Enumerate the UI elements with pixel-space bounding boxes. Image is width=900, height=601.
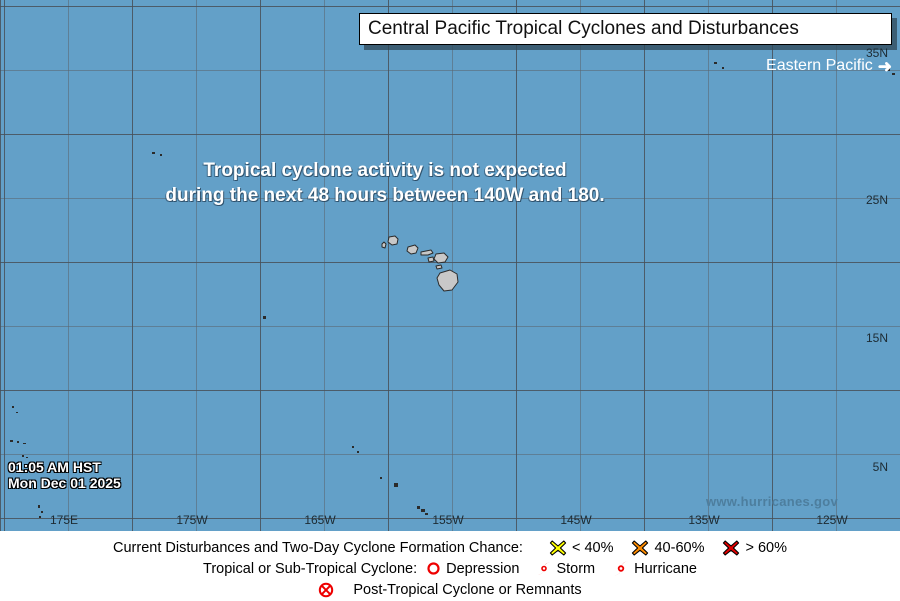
legend-row-formation-chance: Current Disturbances and Two-Day Cyclone… <box>0 537 900 558</box>
arrow-right-icon: ➜ <box>877 56 892 76</box>
timestamp-time: 01:05 AM HST <box>8 459 101 475</box>
legend-item-chance-1: 40-60% <box>631 539 704 557</box>
legend-item-chance-2: > 60% <box>722 539 787 557</box>
timestamp: 01:05 AM HST Mon Dec 01 2025 <box>8 459 121 491</box>
watermark: www.hurricanes.gov <box>705 494 838 509</box>
legend-cyclone-label-0: Depression <box>446 560 520 577</box>
longitude-label-5: 135W <box>688 513 720 527</box>
latitude-label-2: 15N <box>865 331 888 345</box>
legend-chance-label-0: < 40% <box>571 539 614 556</box>
longitude-label-1: 175W <box>176 513 208 527</box>
depression-circle-icon <box>426 561 441 576</box>
latitude-label-0: 35N <box>865 46 888 60</box>
legend-chance-label-1: 40-60% <box>654 539 705 556</box>
legend-formation-chance-label: Current Disturbances and Two-Day Cyclone… <box>113 539 523 556</box>
timestamp-date: Mon Dec 01 2025 <box>8 475 121 491</box>
legend-row-cyclone-types: Tropical or Sub-Tropical Cyclone: Depres… <box>0 558 900 579</box>
legend-row-post-tropical: Post-Tropical Cyclone or Remnants <box>0 579 900 600</box>
legend-panel: Current Disturbances and Two-Day Cyclone… <box>0 531 900 601</box>
storm-spiral-icon <box>537 560 551 577</box>
legend-cyclone-label: Tropical or Sub-Tropical Cyclone: <box>203 560 418 577</box>
post-tropical-icon <box>318 582 334 598</box>
map-message-line-1: Tropical cyclone activity is not expecte… <box>203 160 567 181</box>
eastern-pacific-link[interactable]: Eastern Pacific ➜ <box>766 57 892 75</box>
legend-cyclone-label-2: Hurricane <box>634 560 697 577</box>
longitude-label-6: 125W <box>816 513 848 527</box>
latitude-label-1: 25N <box>865 193 888 207</box>
eastern-pacific-label: Eastern Pacific <box>766 57 873 74</box>
legend-item-cyclone-0: Depression <box>426 561 519 577</box>
hurricane-spiral-icon <box>613 560 629 577</box>
legend-item-post-tropical: Post-Tropical Cyclone or Remnants <box>318 581 582 598</box>
longitude-label-0: 175E <box>49 513 79 527</box>
legend-post-tropical-label: Post-Tropical Cyclone or Remnants <box>353 581 582 598</box>
x-mark-icon <box>549 539 567 557</box>
legend-cyclone-label-1: Storm <box>556 560 596 577</box>
page-title: Central Pacific Tropical Cyclones and Di… <box>368 18 799 39</box>
hawaiian-islands <box>381 235 459 292</box>
longitude-label-2: 165W <box>304 513 336 527</box>
longitude-label-4: 145W <box>560 513 592 527</box>
longitude-label-3: 155W <box>432 513 464 527</box>
map-message-line-2: during the next 48 hours between 140W an… <box>165 185 605 206</box>
title-box: Central Pacific Tropical Cyclones and Di… <box>359 13 892 45</box>
x-mark-icon <box>631 539 649 557</box>
legend-chance-label-2: > 60% <box>745 539 787 556</box>
minor-islands <box>10 62 895 518</box>
legend-item-cyclone-1: Storm <box>537 560 595 577</box>
map-status-message: Tropical cyclone activity is not expecte… <box>0 158 770 208</box>
legend-item-cyclone-2: Hurricane <box>613 560 697 577</box>
legend-item-chance-0: < 40% <box>549 539 614 557</box>
latitude-label-3: 5N <box>872 460 888 474</box>
map-panel[interactable]: Central Pacific Tropical Cyclones and Di… <box>0 0 900 531</box>
x-mark-icon <box>722 539 740 557</box>
